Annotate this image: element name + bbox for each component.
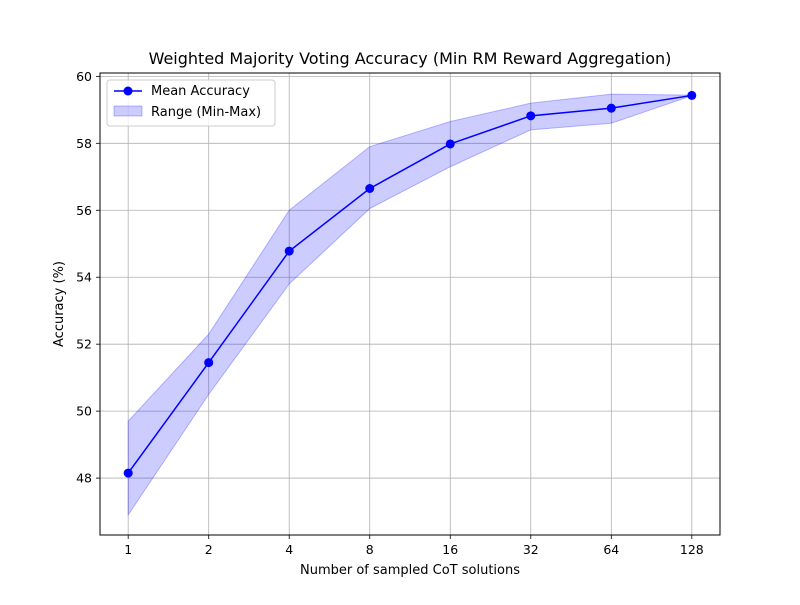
range-band-layer <box>127 93 693 517</box>
y-axis-ticks: 48 50 52 54 56 58 60 <box>76 69 100 486</box>
x-tick-label: 32 <box>523 542 539 557</box>
x-tick-label: 1 <box>124 542 132 557</box>
legend-marker-swatch <box>123 86 133 96</box>
y-axis-label: Accuracy (%) <box>52 261 67 347</box>
mean-accuracy-point <box>365 184 375 193</box>
x-axis-label: Number of sampled CoT solutions <box>300 563 520 578</box>
range-band <box>127 93 693 517</box>
legend-label-mean: Mean Accuracy <box>151 84 250 99</box>
mean-accuracy-point <box>606 103 616 113</box>
x-tick-label: 16 <box>442 542 458 557</box>
x-tick-label: 64 <box>603 542 619 557</box>
x-tick-label: 128 <box>680 542 704 557</box>
x-tick-label: 8 <box>366 542 374 557</box>
y-tick-label: 48 <box>76 471 92 486</box>
y-tick-label: 54 <box>76 270 92 285</box>
legend: Mean Accuracy Range (Min-Max) <box>106 79 276 127</box>
y-tick-label: 52 <box>76 337 92 352</box>
y-tick-label: 60 <box>76 69 92 84</box>
mean-accuracy-point <box>284 246 294 256</box>
x-tick-label: 4 <box>285 542 293 557</box>
y-tick-label: 56 <box>76 203 92 218</box>
mean-accuracy-point <box>687 90 697 100</box>
mean-accuracy-point <box>445 139 455 149</box>
chart-title: Weighted Majority Voting Accuracy (Min R… <box>149 49 672 68</box>
mean-accuracy-point <box>204 358 214 368</box>
mean-accuracy-line <box>127 94 692 474</box>
plot-frame <box>99 72 721 536</box>
grid <box>100 73 720 535</box>
legend-label-range: Range (Min-Max) <box>151 105 261 120</box>
x-tick-label: 2 <box>205 542 213 557</box>
mean-line-layer <box>123 90 697 478</box>
mean-accuracy-point <box>123 468 133 478</box>
y-tick-label: 58 <box>76 136 92 151</box>
legend-frame <box>106 79 276 127</box>
x-axis-ticks: 1 2 4 8 16 32 64 128 <box>124 535 704 557</box>
y-tick-label: 50 <box>76 404 92 419</box>
legend-band-swatch <box>113 105 143 117</box>
mean-accuracy-point <box>526 111 536 121</box>
